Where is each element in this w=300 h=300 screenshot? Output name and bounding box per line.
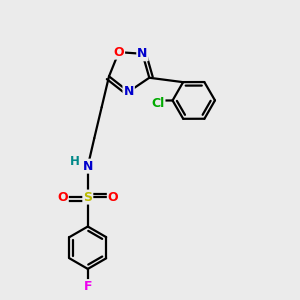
- Text: Cl: Cl: [151, 97, 164, 110]
- Text: S: S: [83, 190, 92, 204]
- Text: O: O: [113, 46, 124, 59]
- Text: O: O: [57, 190, 68, 204]
- Text: F: F: [84, 280, 92, 293]
- Text: N: N: [137, 47, 148, 60]
- Text: N: N: [82, 160, 93, 172]
- Text: N: N: [124, 85, 134, 98]
- Text: O: O: [108, 190, 118, 204]
- Text: H: H: [70, 155, 80, 168]
